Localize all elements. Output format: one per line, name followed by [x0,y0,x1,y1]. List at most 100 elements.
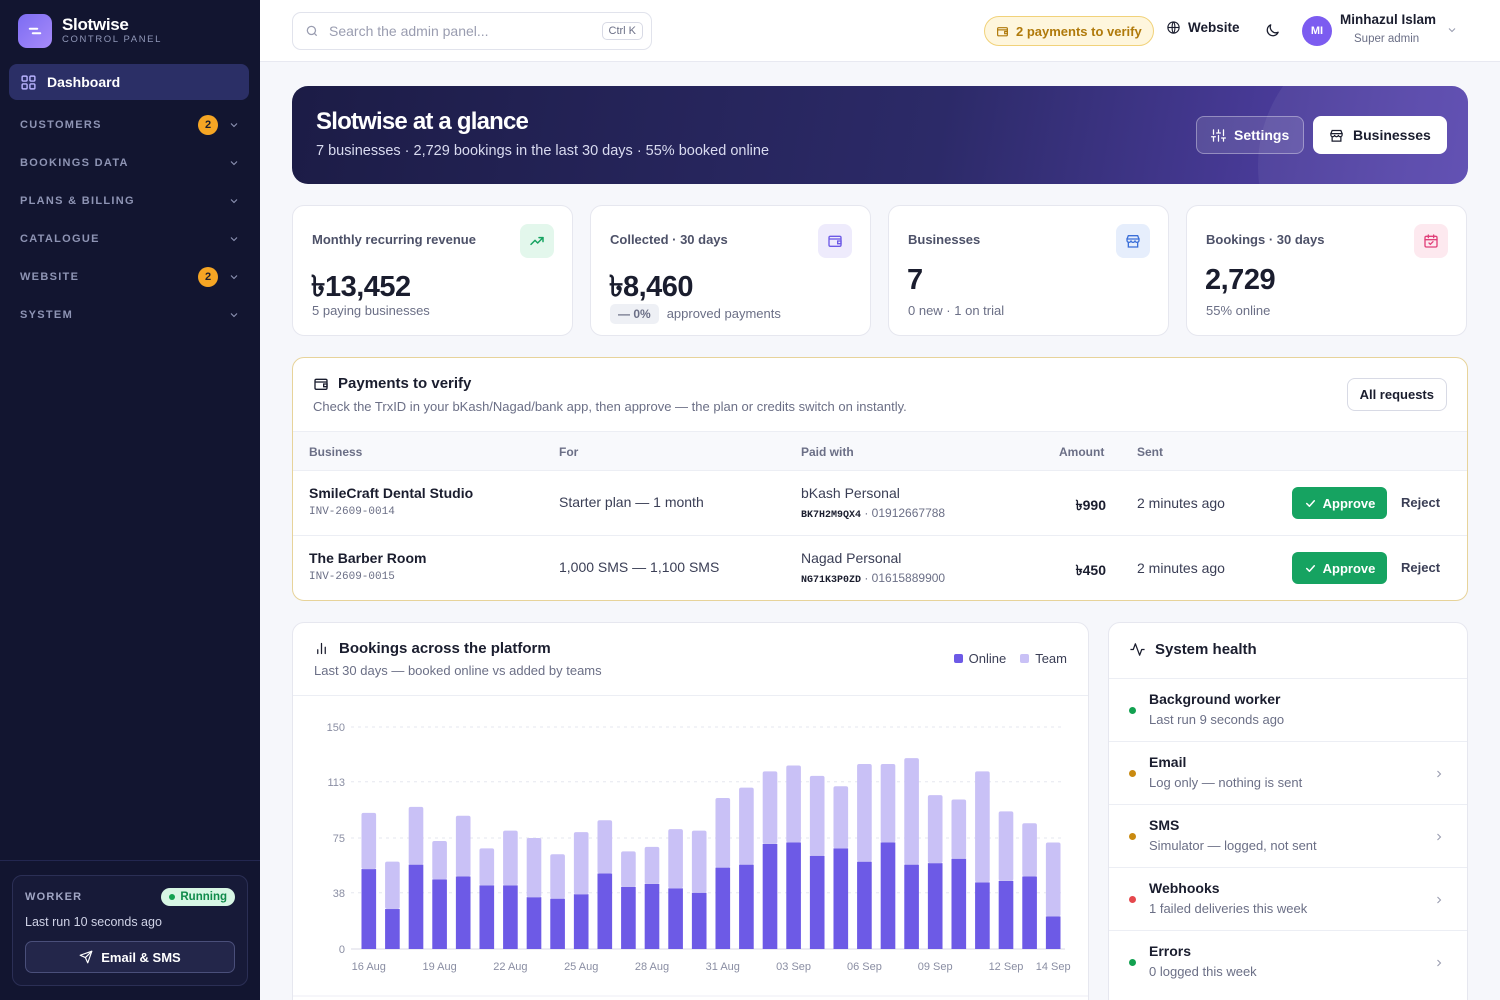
bar-team[interactable] [621,851,636,887]
stat-card[interactable]: Monthly recurring revenue ৳13,452 5 paying… [292,205,573,336]
bar-online[interactable] [573,894,589,949]
health-item[interactable]: SMS Simulator — logged, not sent [1109,804,1467,867]
bar-online[interactable] [951,858,967,949]
bar-online[interactable] [1045,916,1061,949]
bar-team[interactable] [857,764,872,862]
bar-team[interactable] [1022,823,1037,877]
bar-team[interactable] [668,829,683,889]
payments-to-verify-pill[interactable]: 2 payments to verify [984,16,1154,46]
bar-team[interactable] [526,838,542,898]
bar-team[interactable] [691,830,707,893]
health-item[interactable]: Errors 0 logged this week [1109,930,1467,993]
bar-online[interactable] [597,873,613,949]
stat-card[interactable]: Businesses 7 0 new · 1 on trial [888,205,1169,336]
bar-online[interactable] [361,869,377,949]
sidebar-section[interactable]: BOOKINGS DATA [0,144,260,182]
bar-team[interactable] [762,771,778,844]
bar-team[interactable] [573,832,589,895]
paid-with-cell: Nagad Personal NG71K3P0ZD · 01615889900 [801,550,945,586]
chevron-down-icon [228,271,240,283]
bar-online[interactable] [385,909,400,949]
bar-online[interactable] [998,880,1014,949]
bar-team[interactable] [809,775,825,856]
bar-online[interactable] [408,864,424,949]
chevron-down-icon[interactable] [1446,24,1458,36]
bar-online[interactable] [809,855,825,949]
bar-team[interactable] [786,765,801,843]
bar-online[interactable] [432,879,447,949]
bar-online[interactable] [526,897,542,949]
brand[interactable]: Slotwise CONTROL PANEL [0,0,260,62]
sidebar-section[interactable]: SYSTEM [0,296,260,334]
approve-button[interactable]: Approve [1292,487,1387,519]
stat-card[interactable]: Collected · 30 days ৳8,460— 0% approved pa… [590,205,871,336]
bar-online[interactable] [904,864,919,949]
website-link[interactable]: Website [1166,20,1240,35]
bar-team[interactable] [408,806,424,865]
bar-team[interactable] [503,830,518,886]
settings-button[interactable]: Settings [1196,116,1305,154]
bar-online[interactable] [975,882,990,949]
sidebar-section[interactable]: CATALOGUE [0,220,260,258]
bar-online[interactable] [479,885,495,949]
avatar[interactable]: MI [1302,16,1332,46]
businesses-button[interactable]: Businesses [1313,116,1447,154]
search-input[interactable] [329,23,592,39]
approve-button[interactable]: Approve [1292,552,1387,584]
globe-icon [1167,21,1180,34]
reject-button[interactable]: Reject [1401,495,1441,510]
bar-team[interactable] [951,799,967,859]
bar-online[interactable] [503,885,518,949]
bar-online[interactable] [715,867,731,949]
bar-online[interactable] [927,863,943,949]
stat-card[interactable]: Bookings · 30 days 2,729 55% online [1186,205,1467,336]
business-name[interactable]: SmileCraft Dental Studio [309,485,474,501]
bar-online[interactable] [550,898,565,949]
all-requests-button[interactable]: All requests [1346,378,1447,411]
x-tick-label: 16 Aug [352,961,386,973]
bar-team[interactable] [904,758,919,865]
bar-online[interactable] [880,842,896,949]
business-name[interactable]: The Barber Room [309,550,427,566]
bar-team[interactable] [597,820,613,874]
bar-team[interactable] [975,771,990,883]
bar-online[interactable] [786,842,801,949]
bar-team[interactable] [1045,842,1061,917]
user-name[interactable]: Minhazul Islam [1340,12,1437,27]
bar-team[interactable] [739,787,754,865]
bar-team[interactable] [880,764,896,843]
bar-online[interactable] [833,848,849,949]
column-header: Business [309,445,363,459]
bar-online[interactable] [455,876,471,949]
sidebar-section[interactable]: WEBSITE 2 [0,258,260,296]
bar-online[interactable] [668,888,683,949]
bar-team[interactable] [715,798,731,868]
health-item[interactable]: Webhooks 1 failed deliveries this week [1109,867,1467,930]
bar-team[interactable] [385,861,400,910]
reject-button[interactable]: Reject [1401,560,1441,575]
moon-icon[interactable] [1264,22,1281,39]
bar-online[interactable] [691,892,707,949]
sidebar-item-dashboard[interactable]: Dashboard [9,64,249,100]
bar-online[interactable] [739,864,754,949]
email-sms-button[interactable]: Email & SMS [25,941,235,973]
bar-online[interactable] [621,886,636,949]
sidebar-section[interactable]: PLANS & BILLING [0,182,260,220]
bar-team[interactable] [550,854,565,899]
bar-team[interactable] [998,811,1014,881]
bar-online[interactable] [857,861,872,949]
bar-team[interactable] [455,815,471,877]
search-box[interactable]: Ctrl K [292,12,652,50]
x-tick-label: 12 Sep [989,961,1024,973]
bar-online[interactable] [1022,876,1037,949]
health-item[interactable]: Email Log only — nothing is sent [1109,741,1467,804]
bar-online[interactable] [644,883,660,949]
bar-team[interactable] [361,812,377,870]
sidebar-section[interactable]: CUSTOMERS 2 [0,106,260,144]
bar-team[interactable] [833,786,849,849]
bar-team[interactable] [479,848,495,886]
bar-online[interactable] [762,843,778,949]
bar-team[interactable] [927,795,943,864]
bar-team[interactable] [644,846,660,884]
bar-team[interactable] [432,840,447,880]
